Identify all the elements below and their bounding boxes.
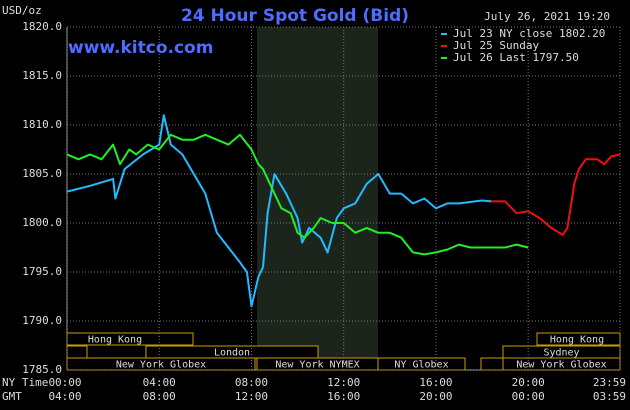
chart-title: 24 Hour Spot Gold (Bid) xyxy=(181,6,409,26)
x-tick-label: 00:00 xyxy=(48,376,81,389)
legend-label: Jul 25 Sunday xyxy=(453,39,539,52)
session-label: London xyxy=(214,348,250,359)
series-line xyxy=(66,114,492,308)
x-tick-label-gmt: 16:00 xyxy=(327,390,360,403)
y-tick-label: 1820.0 xyxy=(22,20,62,33)
session-label: New York Globex xyxy=(516,360,606,371)
y-tick-label: 1785.0 xyxy=(22,363,62,376)
series-line xyxy=(491,153,621,236)
y-tick-label: 1805.0 xyxy=(22,167,62,180)
x-tick-label-gmt: 00:00 xyxy=(512,390,545,403)
session-label: Hong Kong xyxy=(550,335,604,346)
session-label: New York NYMEX xyxy=(275,360,359,371)
x-tick-label: 12:00 xyxy=(327,376,360,389)
x-tick-label-gmt: 20:00 xyxy=(419,390,452,403)
x-tick-label: 16:00 xyxy=(419,376,452,389)
y-tick-label: 1810.0 xyxy=(22,118,62,131)
x-tick-label: 20:00 xyxy=(512,376,545,389)
x-tick-label: 08:00 xyxy=(235,376,268,389)
session-label: NY Globex xyxy=(394,360,448,371)
x-tick-label: 23:59 xyxy=(593,376,626,389)
legend-label: Jul 26 Last 1797.50 xyxy=(453,51,579,64)
session-label: New York Globex xyxy=(116,360,206,371)
x-tick-label-gmt: 03:59 xyxy=(593,390,626,403)
y-tick-label: 1790.0 xyxy=(22,314,62,327)
watermark: www.kitco.com xyxy=(68,38,213,58)
session-box xyxy=(66,345,88,359)
x-tick-label-gmt: 08:00 xyxy=(143,390,176,403)
session-label: Hong Kong xyxy=(88,335,142,346)
x-axis-label-gmt: GMT xyxy=(2,390,22,403)
session-label: Sydney xyxy=(543,348,579,359)
session-box xyxy=(480,357,504,371)
chart-date: July 26, 2021 19:20 xyxy=(484,10,610,23)
x-tick-label: 04:00 xyxy=(143,376,176,389)
nymex-shade xyxy=(257,27,378,370)
y-tick-label: 1800.0 xyxy=(22,216,62,229)
y-tick-label: 1815.0 xyxy=(22,69,62,82)
x-axis-label: NY Time xyxy=(2,376,48,389)
x-tick-label-gmt: 04:00 xyxy=(48,390,81,403)
legend-label: Jul 23 NY close 1802.20 xyxy=(453,27,605,40)
x-tick-label-gmt: 12:00 xyxy=(235,390,268,403)
y-axis-label: USD/oz xyxy=(2,4,42,17)
sessions: Hong Kong London New York Globex New York N… xyxy=(66,332,621,371)
y-tick-label: 1795.0 xyxy=(22,265,62,278)
series-line xyxy=(66,133,529,256)
